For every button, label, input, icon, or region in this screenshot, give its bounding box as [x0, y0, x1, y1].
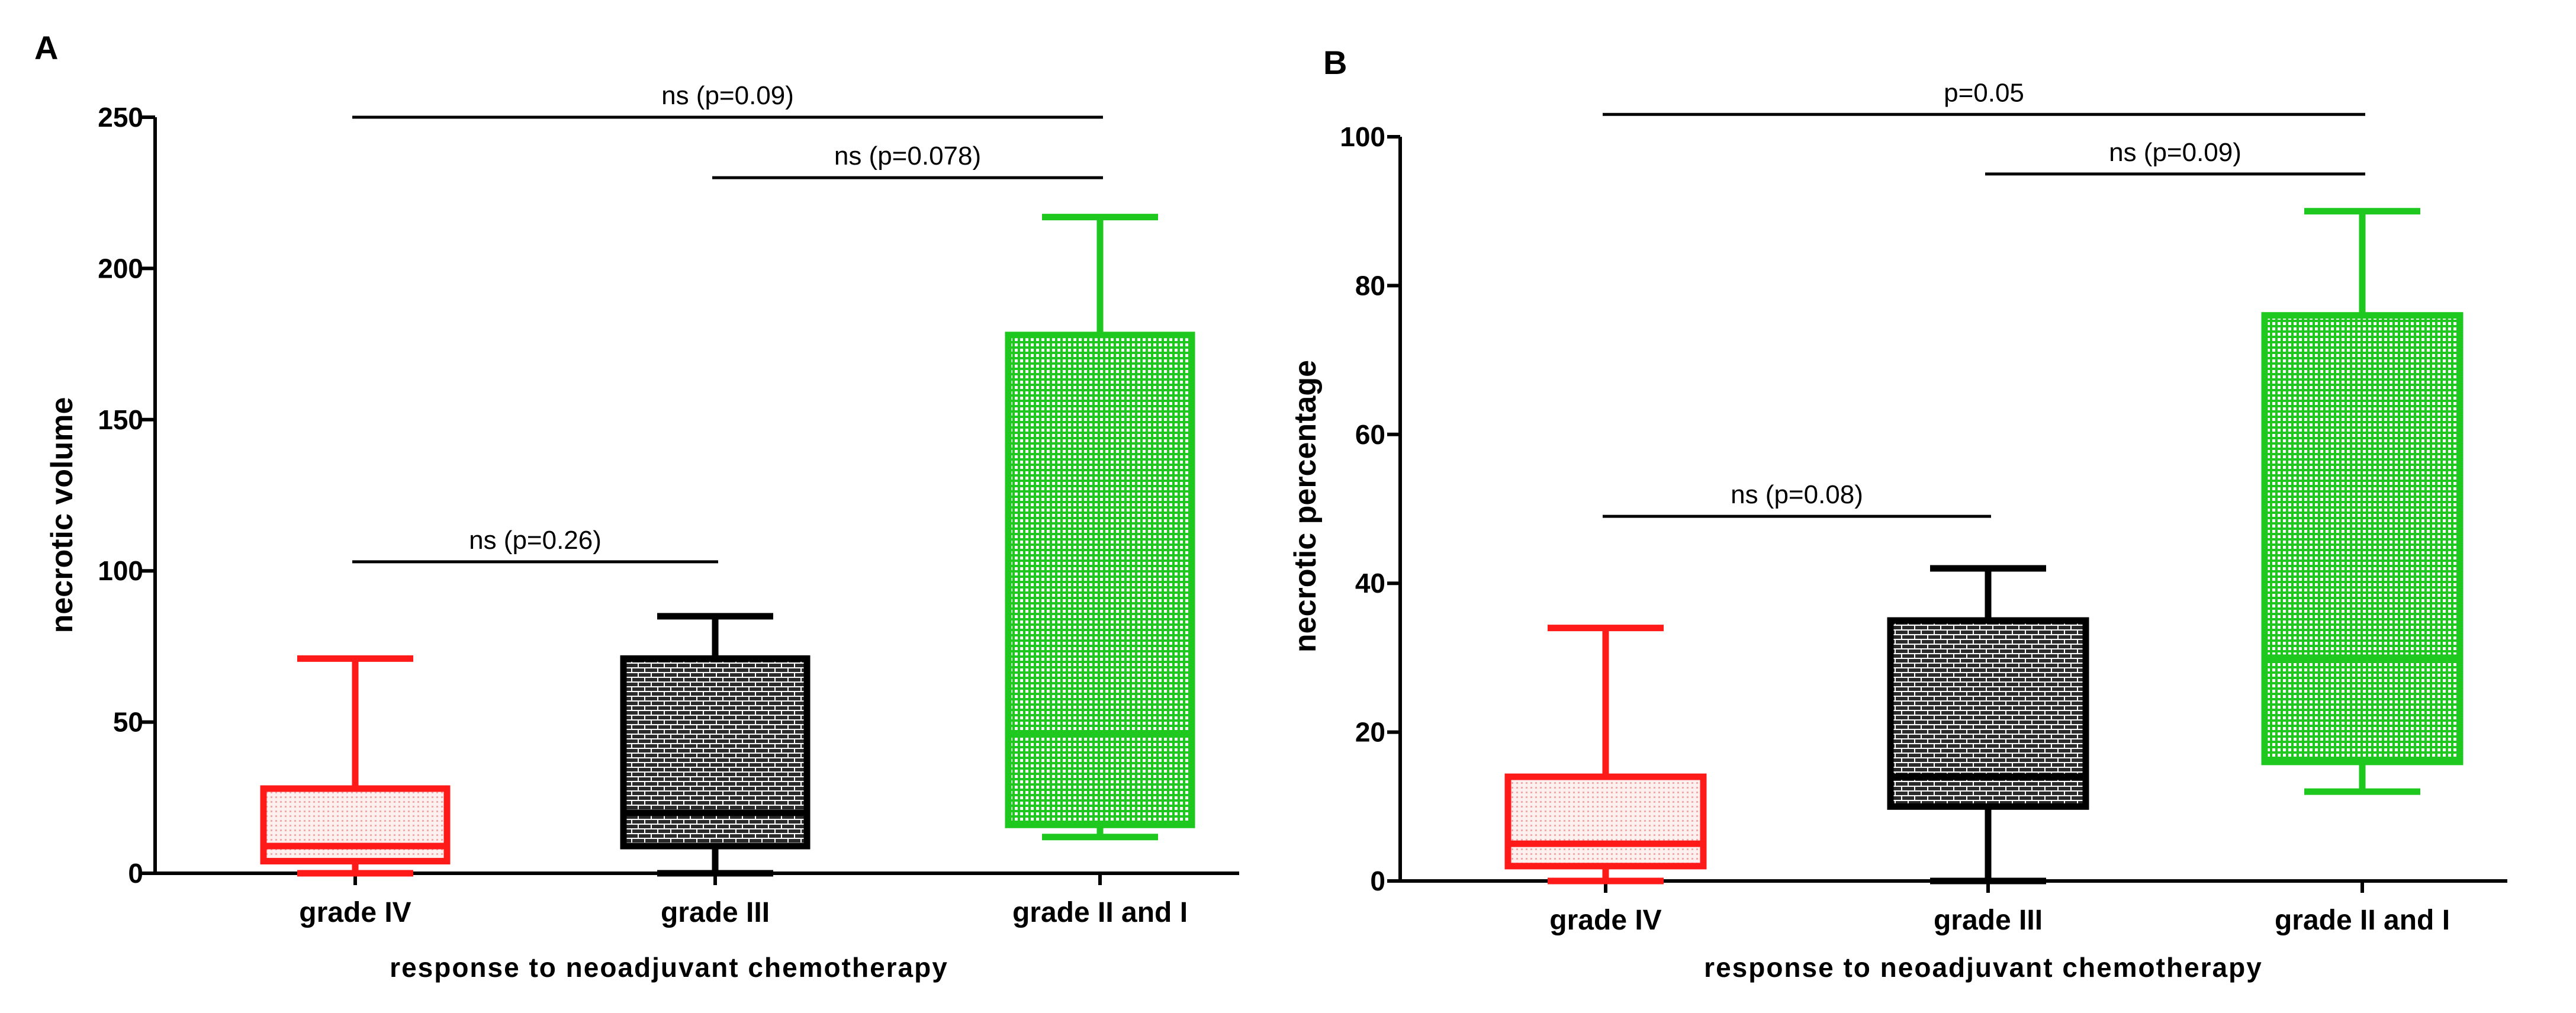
panel-letter-a: A	[34, 29, 58, 66]
y-tick-label: 100	[1340, 121, 1385, 152]
y-tick-label: 150	[98, 404, 143, 435]
significance-label: ns (p=0.09)	[661, 81, 794, 110]
x-tick-label: grade IV	[299, 897, 411, 928]
box-1	[260, 655, 451, 877]
significance-label: ns (p=0.08)	[1731, 480, 1863, 509]
y-tick-label: 0	[1370, 866, 1385, 896]
y-tick-label: 20	[1355, 717, 1385, 748]
y-tick-label: 80	[1355, 270, 1385, 301]
box-body	[2261, 312, 2464, 766]
significance-label: ns (p=0.09)	[2109, 138, 2241, 167]
y-tick-label: 50	[113, 707, 143, 738]
x-tick-label: grade III	[1934, 905, 2043, 936]
x-tick-label: grade II and I	[2275, 905, 2450, 936]
y-tick-label: 200	[98, 253, 143, 284]
panel-letter-b: B	[1323, 44, 1347, 81]
box-body	[260, 785, 451, 865]
y-tick-label: 40	[1355, 568, 1385, 599]
panel-b: B necrotic percentage response to neoadj…	[1288, 44, 2507, 983]
x-tick-label: grade III	[661, 897, 770, 928]
box-1	[1504, 625, 1707, 885]
y-tick-label: 250	[98, 102, 143, 133]
x-axis-label-a: response to neoadjuvant chemotherapy	[390, 952, 948, 983]
box-2	[1887, 565, 2089, 885]
y-tick-label: 0	[128, 858, 143, 889]
y-axis-label-b: necrotic percentage	[1288, 360, 1323, 652]
significance-label: ns (p=0.078)	[834, 142, 981, 171]
box-body	[1005, 332, 1195, 828]
plot-area-a: 0 50 100 150 200 250 grade IV grade III grade II…	[98, 81, 1239, 928]
box-body	[1504, 773, 1707, 870]
box-body	[620, 655, 811, 850]
x-tick-label: grade II and I	[1012, 897, 1188, 928]
y-tick-label: 60	[1355, 419, 1385, 450]
plot-area-b: 0 20 40 60 80 100 grade IV grade III grade II an…	[1340, 78, 2507, 936]
box-3	[1005, 214, 1195, 841]
x-axis-label-b: response to neoadjuvant chemotherapy	[1704, 952, 2263, 983]
panel-a: A necrotic volume response to neoadjuvan…	[34, 29, 1239, 983]
x-tick-label: grade IV	[1549, 905, 1661, 936]
box-3	[2261, 208, 2464, 795]
y-axis-label-a: necrotic volume	[45, 397, 79, 633]
significance-label: p=0.05	[1944, 78, 2024, 107]
box-2	[620, 613, 811, 877]
significance-label: ns (p=0.26)	[469, 526, 602, 555]
y-tick-label: 100	[98, 555, 143, 586]
